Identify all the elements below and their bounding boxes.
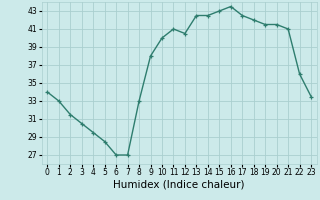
- X-axis label: Humidex (Indice chaleur): Humidex (Indice chaleur): [114, 180, 245, 190]
